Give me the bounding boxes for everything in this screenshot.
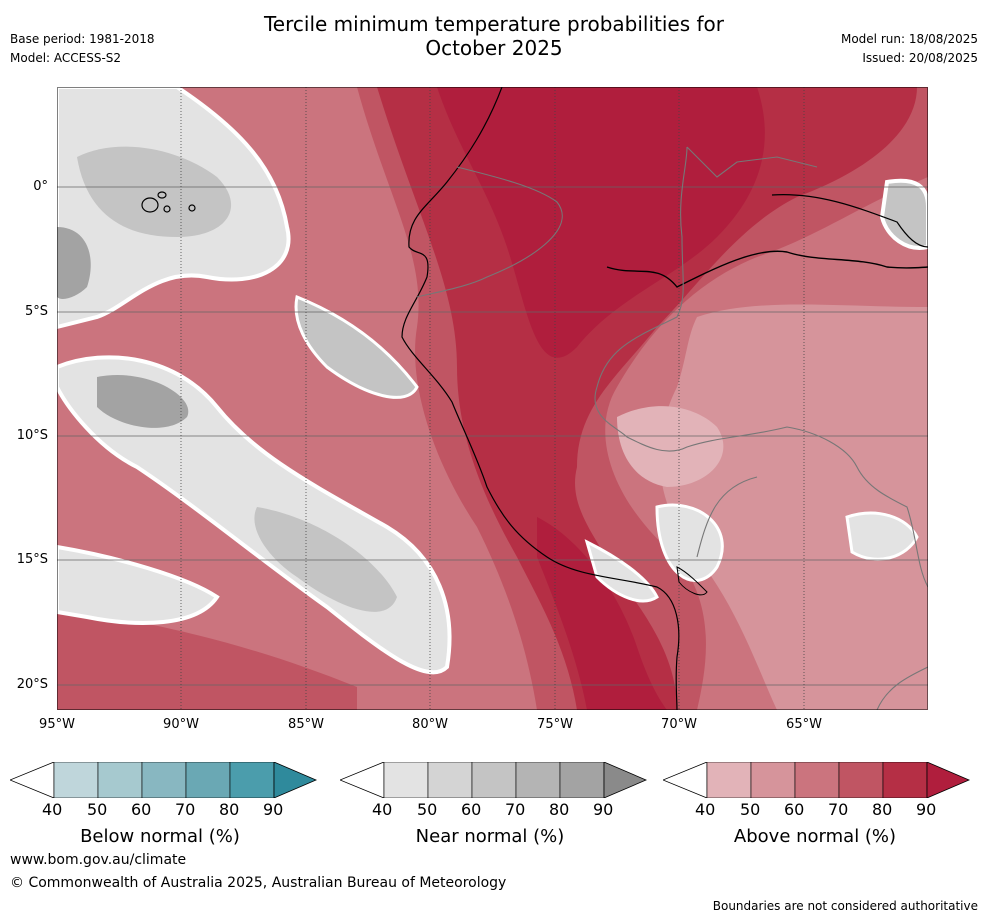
region-near-60-ne-tongue xyxy=(294,294,419,399)
tick-label: 90 xyxy=(263,800,284,819)
tick-label: 80 xyxy=(549,800,570,819)
tick-label: 40 xyxy=(372,800,393,819)
country-borders xyxy=(416,146,928,710)
lat-label-10s: 10°S xyxy=(16,428,48,443)
colorbar-below-extend-right xyxy=(273,762,318,798)
region-above-50-east xyxy=(659,304,928,710)
colorbar-above-segment xyxy=(882,762,928,798)
colorbar-above-extend-left xyxy=(663,762,708,798)
colorbar-below-segment xyxy=(97,762,143,798)
lon-label-80w: 80°W xyxy=(412,717,448,732)
lon-label-75w: 75°W xyxy=(537,717,573,732)
colorbar-below-title: Below normal (%) xyxy=(80,826,240,847)
tick-label: 60 xyxy=(461,800,482,819)
map-title-line1: Tercile minimum temperature probabilitie… xyxy=(263,12,725,36)
coastline xyxy=(401,87,680,710)
tick-label: 70 xyxy=(175,800,196,819)
colorbar-below-segment xyxy=(185,762,231,798)
region-near-80-nw xyxy=(57,227,91,299)
lat-gridlines xyxy=(57,186,928,686)
colorbar-above-extend-right xyxy=(926,762,971,798)
river-line-north xyxy=(771,194,928,248)
meta-left: Base period: 1981-2018 Model: ACCESS-S2 xyxy=(10,30,155,68)
colorbar-above-segment xyxy=(838,762,884,798)
region-near-60-nw xyxy=(77,146,232,237)
colorbar-near-segment xyxy=(515,762,561,798)
region-near-60-ne xyxy=(879,178,928,250)
tick-label: 90 xyxy=(916,800,937,819)
colorbar-near-segment xyxy=(471,762,517,798)
tick-label: 50 xyxy=(417,800,438,819)
region-above-90-north xyxy=(437,87,765,358)
map-title-line2: October 2025 xyxy=(425,36,563,60)
colorbar-near-segment xyxy=(559,762,605,798)
region-above-40-east xyxy=(617,406,724,487)
colorbar-near-segment xyxy=(383,762,429,798)
tick-label: 70 xyxy=(505,800,526,819)
lake-titicaca xyxy=(676,566,708,596)
region-near-40-east xyxy=(655,503,724,582)
region-near-40-se xyxy=(845,511,919,561)
colorbar-below-ticks: 40 50 60 70 80 90 xyxy=(42,800,312,820)
lon-label-65w: 65°W xyxy=(786,717,822,732)
region-above-90-south xyxy=(537,517,667,710)
colorbar-below-segment xyxy=(229,762,275,798)
footer-copyright: © Commonwealth of Australia 2025, Austra… xyxy=(10,875,507,891)
lon-label-95w: 95°W xyxy=(39,717,75,732)
colorbar-above-title: Above normal (%) xyxy=(733,826,897,847)
region-near-40-sw xyxy=(57,544,220,625)
colorbar-below-extend-left xyxy=(10,762,55,798)
colorbar-above-segment xyxy=(706,762,752,798)
tick-label: 80 xyxy=(219,800,240,819)
region-near-60-central xyxy=(254,507,397,612)
tick-label: 80 xyxy=(872,800,893,819)
colorbar-above-segment xyxy=(794,762,840,798)
river-line xyxy=(606,250,928,288)
region-above-70-sw xyxy=(57,607,357,710)
tick-label: 90 xyxy=(593,800,614,819)
tick-label: 40 xyxy=(695,800,716,819)
lon-label-85w: 85°W xyxy=(288,717,324,732)
lat-label-5s: 5°S xyxy=(24,304,48,319)
tick-label: 40 xyxy=(42,800,63,819)
colorbar-below-normal xyxy=(10,762,318,798)
colorbar-near-extend-right xyxy=(603,762,648,798)
meta-right: Model run: 18/08/2025 Issued: 20/08/2025 xyxy=(841,30,978,68)
colorbar-near-ticks: 40 50 60 70 80 90 xyxy=(372,800,642,820)
colorbar-below-segment xyxy=(53,762,99,798)
model-name: Model: ACCESS-S2 xyxy=(10,51,122,65)
colorbar-below-segment xyxy=(141,762,187,798)
tick-label: 60 xyxy=(784,800,805,819)
lat-label-15s: 15°S xyxy=(16,552,48,567)
lon-gridlines xyxy=(180,87,805,710)
lon-label-70w: 70°W xyxy=(661,717,697,732)
colorbar-near-normal xyxy=(340,762,648,798)
colorbar-above-segment xyxy=(750,762,796,798)
tick-label: 70 xyxy=(828,800,849,819)
lon-label-90w: 90°W xyxy=(163,717,199,732)
model-run: Model run: 18/08/2025 xyxy=(840,32,978,46)
galapagos-islands xyxy=(141,191,196,213)
tick-label: 50 xyxy=(740,800,761,819)
lat-label-20s: 20°S xyxy=(16,677,48,692)
map-frame xyxy=(57,87,928,710)
lat-label-0: 0° xyxy=(33,179,48,194)
tick-label: 60 xyxy=(131,800,152,819)
colorbar-above-normal xyxy=(663,762,971,798)
footer-website[interactable]: www.bom.gov.au/climate xyxy=(10,852,187,868)
colorbar-near-title: Near normal (%) xyxy=(415,826,565,847)
region-near-80-central xyxy=(97,375,189,428)
colorbar-above-ticks: 40 50 60 70 80 90 xyxy=(695,800,965,820)
map-title: Tercile minimum temperature probabilitie… xyxy=(0,12,988,60)
base-period: Base period: 1981-2018 xyxy=(10,32,155,46)
colorbar-near-extend-left xyxy=(340,762,385,798)
tick-label: 50 xyxy=(87,800,108,819)
footer-disclaimer: Boundaries are not considered authoritat… xyxy=(712,899,978,913)
region-near-40-coast xyxy=(584,539,659,603)
issued-date: Issued: 20/08/2025 xyxy=(862,51,978,65)
probability-map xyxy=(57,87,928,710)
colorbar-near-segment xyxy=(427,762,473,798)
